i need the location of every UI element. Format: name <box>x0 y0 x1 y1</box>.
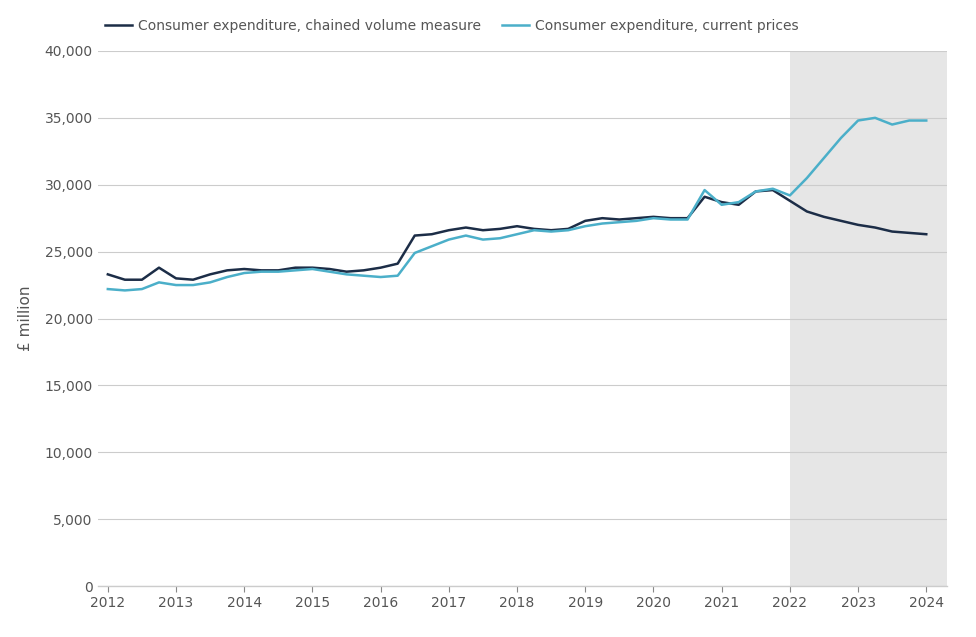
Y-axis label: £ million: £ million <box>19 286 33 351</box>
Bar <box>790 51 947 586</box>
Legend: Consumer expenditure, chained volume measure, Consumer expenditure, current pric: Consumer expenditure, chained volume mea… <box>104 19 798 33</box>
